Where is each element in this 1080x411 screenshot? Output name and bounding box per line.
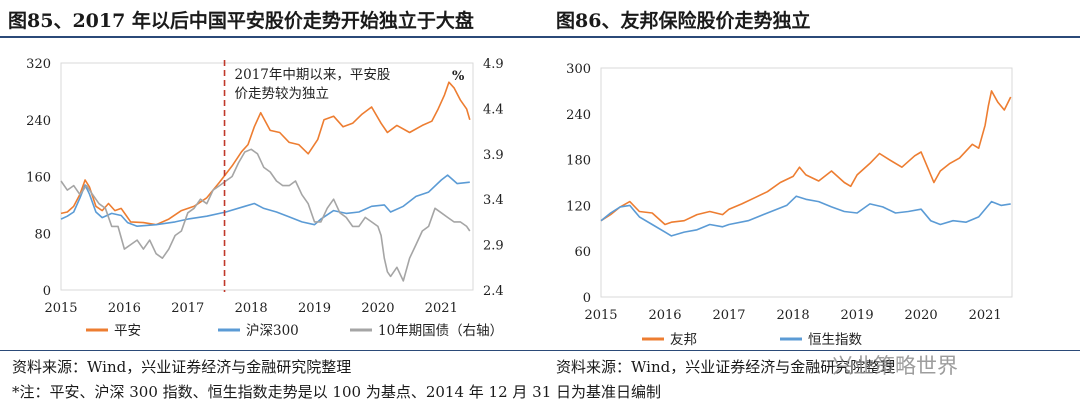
x-tick-label: 2017 <box>171 301 204 316</box>
legend-label: 恒生指数 <box>808 332 862 348</box>
y-tick-label: 0 <box>583 291 591 306</box>
right-plot-frame <box>600 67 1013 298</box>
x-tick-label: 2016 <box>648 308 681 323</box>
charts-canvas: 2017年中期以来，平安股 价走势较为独立 % 0 80 160 240 320 2.4… <box>26 57 1013 348</box>
figure86-title: 图86、友邦保险股价走势独立 <box>556 10 811 32</box>
y2-tick-label: 4.9 <box>483 57 504 72</box>
chart-left: 2017年中期以来，平安股 价走势较为独立 % 0 80 160 240 320 2.4… <box>26 57 504 339</box>
x-tick-label: 2018 <box>777 308 810 323</box>
x-tick-label: 2015 <box>584 308 617 323</box>
watermark-text: 兴业策略世界 <box>832 354 958 378</box>
y2-tick-label: 3.9 <box>483 148 504 163</box>
series-line-2 <box>600 195 1011 237</box>
left-plot-frame <box>60 62 474 291</box>
x-tick-label: 2021 <box>969 308 1002 323</box>
bottom-rule <box>0 350 1080 351</box>
figure85-title: 图85、2017 年以后中国平安股价走势开始独立于大盘 <box>8 10 474 32</box>
y-tick-label: 240 <box>566 108 591 123</box>
series-line-1 <box>600 90 1012 226</box>
x-tick-label: 2018 <box>235 301 268 316</box>
chart-right: 0 60 120 180 240 300 2015 2016 2017 2018 2019 2020… <box>566 62 1013 348</box>
y-tick-label: 320 <box>26 57 51 72</box>
y-tick-label: 0 <box>43 284 51 299</box>
annotation-line1: 2017年中期以来，平安股 <box>235 67 391 83</box>
y-tick-label: 60 <box>574 245 591 260</box>
x-tick-label: 2021 <box>425 301 458 316</box>
legend-label: 10年期国债（右轴） <box>378 323 503 339</box>
y2-tick-label: 2.4 <box>483 284 504 299</box>
y2-tick-label: 4.4 <box>483 102 504 117</box>
x-tick-label: 2019 <box>841 308 874 323</box>
y-tick-label: 160 <box>26 171 51 186</box>
legend-label: 平安 <box>114 323 141 339</box>
x-tick-label: 2015 <box>44 301 77 316</box>
x-tick-label: 2019 <box>298 301 331 316</box>
top-rule <box>0 36 1080 38</box>
source-right: 资料来源：Wind，兴业证券经济与金融研究院整理 <box>556 358 896 376</box>
y-tick-label: 240 <box>26 114 51 129</box>
right-axis-unit: % <box>452 69 465 84</box>
source-left: 资料来源：Wind，兴业证券经济与金融研究院整理 <box>12 358 352 376</box>
y-tick-label: 180 <box>566 154 591 169</box>
series-line-2 <box>60 174 470 227</box>
y2-tick-label: 2.9 <box>483 239 504 254</box>
annotation-line2: 价走势较为独立 <box>235 86 329 102</box>
y-tick-label: 80 <box>34 227 51 242</box>
y-tick-label: 120 <box>566 199 591 214</box>
y2-tick-label: 3.4 <box>483 193 504 208</box>
y-tick-label: 300 <box>566 62 591 77</box>
legend-label: 沪深300 <box>246 323 299 339</box>
footnote: *注：平安、沪深 300 指数、恒生指数走势是以 100 为基点、2014 年 … <box>12 383 662 401</box>
x-tick-label: 2020 <box>361 301 394 316</box>
legend-label: 友邦 <box>670 332 697 348</box>
x-tick-label: 2016 <box>108 301 141 316</box>
series-line-3 <box>60 148 471 282</box>
series-line-1 <box>60 81 471 226</box>
x-tick-label: 2017 <box>712 308 745 323</box>
x-tick-label: 2020 <box>905 308 938 323</box>
